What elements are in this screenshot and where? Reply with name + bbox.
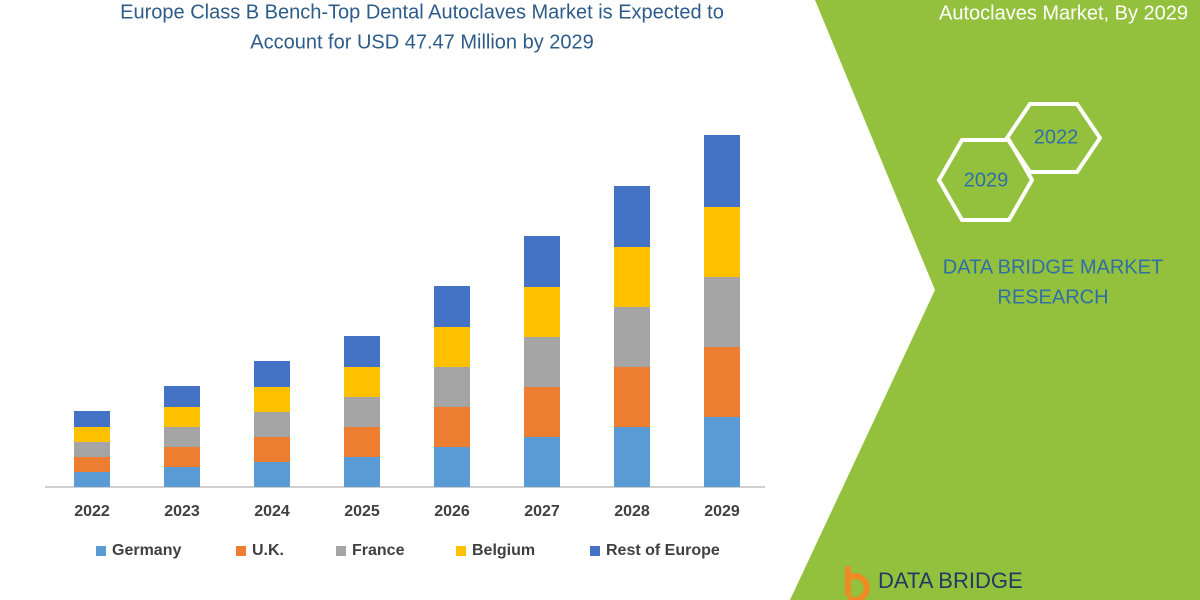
bar-segment bbox=[614, 427, 650, 487]
x-tick-label: 2027 bbox=[524, 503, 560, 520]
legend-label: U.K. bbox=[252, 542, 284, 559]
bar-segment bbox=[74, 411, 110, 427]
company-name: DATA BRIDGE MARKET bbox=[943, 256, 1163, 278]
x-tick-label: 2024 bbox=[254, 503, 290, 520]
logo-text: DATA BRIDGE bbox=[878, 568, 1023, 593]
bar-segment bbox=[704, 417, 740, 487]
bar-segment bbox=[524, 287, 560, 337]
panel-title: Autoclaves Market, By 2029 bbox=[939, 2, 1188, 24]
side-panel bbox=[790, 0, 1200, 600]
bar-segment bbox=[614, 367, 650, 427]
legend-swatch bbox=[96, 546, 106, 556]
legend-swatch bbox=[336, 546, 346, 556]
company-name: RESEARCH bbox=[997, 286, 1108, 308]
legend-swatch bbox=[236, 546, 246, 556]
legend-label: Rest of Europe bbox=[606, 542, 720, 559]
bar-segment bbox=[164, 407, 200, 427]
bar-segment bbox=[434, 407, 470, 447]
bar-segment bbox=[614, 247, 650, 307]
bar-segment bbox=[524, 337, 560, 387]
bar-segment bbox=[74, 472, 110, 487]
bar-segment bbox=[254, 387, 290, 412]
legend-label: Belgium bbox=[472, 542, 535, 559]
bar-segment bbox=[524, 236, 560, 287]
bar-segment bbox=[74, 457, 110, 472]
bar-segment bbox=[434, 327, 470, 367]
legend-label: Germany bbox=[112, 542, 181, 559]
bar-segment bbox=[614, 307, 650, 367]
hexagon-label: 2029 bbox=[964, 169, 1009, 191]
bar-segment bbox=[74, 427, 110, 442]
x-tick-label: 2025 bbox=[344, 503, 380, 520]
chart-title: Europe Class B Bench-Top Dental Autoclav… bbox=[120, 1, 724, 23]
bar-segment bbox=[524, 437, 560, 487]
x-tick-label: 2023 bbox=[164, 503, 200, 520]
bar-segment bbox=[344, 336, 380, 367]
x-tick-label: 2029 bbox=[704, 503, 740, 520]
bar-segment bbox=[434, 286, 470, 327]
bar-segment bbox=[164, 447, 200, 467]
bar-segment bbox=[434, 367, 470, 407]
legend-swatch bbox=[456, 546, 466, 556]
bar-segment bbox=[254, 412, 290, 437]
bar-segment bbox=[344, 457, 380, 487]
x-tick-label: 2026 bbox=[434, 503, 470, 520]
bar-segment bbox=[254, 462, 290, 487]
x-tick-label: 2028 bbox=[614, 503, 650, 520]
bar-segment bbox=[164, 467, 200, 487]
bar-segment bbox=[164, 386, 200, 407]
bar-segment bbox=[344, 397, 380, 427]
bar-segment bbox=[704, 207, 740, 277]
bar-segment bbox=[74, 442, 110, 457]
bar-segment bbox=[704, 135, 740, 207]
legend-swatch bbox=[590, 546, 600, 556]
bar-segment bbox=[704, 347, 740, 417]
bar-segment bbox=[344, 427, 380, 457]
legend-label: France bbox=[352, 542, 405, 559]
bar-segment bbox=[614, 186, 650, 247]
bar-segment bbox=[344, 367, 380, 397]
bar-segment bbox=[254, 361, 290, 387]
x-tick-label: 2022 bbox=[74, 503, 110, 520]
bar-segment bbox=[524, 387, 560, 437]
hexagon-label: 2022 bbox=[1034, 126, 1079, 148]
chart-title: Account for USD 47.47 Million by 2029 bbox=[250, 31, 594, 53]
bar-segment bbox=[434, 447, 470, 487]
hexagon bbox=[936, 138, 1035, 222]
bar-segment bbox=[704, 277, 740, 347]
bar-segment bbox=[254, 437, 290, 462]
bar-segment bbox=[164, 427, 200, 447]
